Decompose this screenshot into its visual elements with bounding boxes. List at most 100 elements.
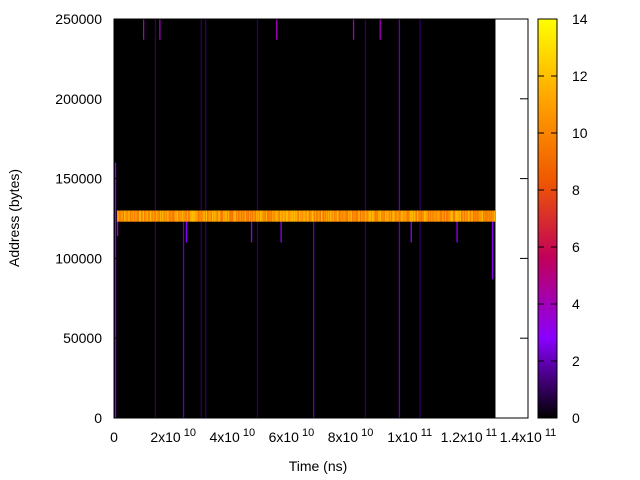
heatmap-band-cell [265,210,268,222]
heatmap-band-cell [232,210,235,222]
heatmap-band-cell [263,210,266,222]
heatmap-band-cell [221,210,224,222]
heatmap-band-cell [222,210,225,222]
heatmap-band-cell [471,210,474,222]
heatmap-band-cell [231,210,234,222]
heatmap-spike [456,218,458,243]
heatmap-band-cell [443,210,446,222]
heatmap-band-cell [125,210,128,222]
y-tick-label: 150000 [55,171,102,187]
heatmap-band-cell [327,210,330,222]
heatmap-band-cell [157,210,160,222]
heatmap-band-cell [159,210,162,222]
heatmap-band-cell [407,210,410,222]
colorbar-tick-label: 8 [572,182,580,198]
heatmap-band-cell [245,210,248,222]
heatmap-band-cell [285,210,288,222]
heatmap-band-cell [225,210,228,222]
heatmap-band-cell [290,210,293,222]
heatmap-band-cell [369,210,372,222]
heatmap-band-cell [172,210,175,222]
heatmap-band-cell [274,210,277,222]
heatmap-band-cell [380,210,383,222]
heatmap-band-cell [408,210,411,222]
y-tick-label: 200000 [55,91,102,107]
heatmap-band-cell [448,210,451,222]
heatmap-band-cell [472,210,475,222]
heatmap-band-cell [352,210,355,222]
heatmap-band-cell [489,210,492,222]
x-axis-label: Time (ns) [289,458,348,474]
heatmap-band-cell [336,210,339,222]
colorbar-tick-label: 6 [572,239,580,255]
heatmap-band-cell [355,210,358,222]
heatmap-band-cell [391,210,394,222]
heatmap-band-cell [461,210,464,222]
heatmap-band-cell [135,210,138,222]
heatmap-band-cell [375,210,378,222]
colorbar: 0 2 4 6 8 10 12 14 [537,11,588,426]
heatmap-spike [276,19,278,40]
heatmap-band-cell [296,210,299,222]
heatmap-band-cell [413,210,416,222]
heatmap-band-cell [328,210,331,222]
heatmap-band-cell [392,210,395,222]
heatmap-band-cell [338,210,341,222]
heatmap-band-cell [292,210,295,222]
heatmap-band-cell [126,210,129,222]
plot-area [114,19,497,418]
heatmap-band-cell [488,210,491,222]
heatmap-band-cell [178,210,181,222]
heatmap-band-cell [420,210,423,222]
heatmap-band-cell [177,210,180,222]
heatmap-band-cell [168,210,171,222]
heatmap-band-cell [197,210,200,222]
heatmap-band-cell [466,210,469,222]
heatmap-band-cell [236,210,239,222]
heatmap-band-cell [131,210,134,222]
heatmap-band-cell [248,210,251,222]
heatmap-band-cell [180,210,183,222]
heatmap-band-cell [315,210,318,222]
heatmap-band-cell [124,210,127,222]
heatmap-band-cell [241,210,244,222]
heatmap-band-cell [253,210,256,222]
heatmap-band-cell [479,210,482,222]
heatmap-band-cell [414,210,417,222]
heatmap-band-cell [395,210,398,222]
heatmap-band-cell [372,210,375,222]
heatmap-band-cell [470,210,473,222]
heatmap-spike [114,162,117,418]
heatmap-band-cell [138,210,141,222]
heatmap-band-cell [373,210,376,222]
heatmap-band-cell [460,210,463,222]
heatmap-band-cell [344,210,347,222]
heatmap-band-cell [198,210,201,222]
heatmap-band-cell [158,210,161,222]
heatmap-band-cell [307,210,310,222]
heatmap-band-cell [459,210,462,222]
heatmap-band-cell [318,210,321,222]
heatmap-band-cell [238,210,241,222]
heatmap-band-cell [173,210,176,222]
heatmap-spike [379,19,381,40]
heatmap-band-cell [386,210,389,222]
heatmap-band-cell [398,210,401,222]
heatmap-band-cell [294,210,297,222]
heatmap-band-cell [317,210,320,222]
heatmap-band-cell [419,210,422,222]
heatmap-band-cell [396,210,399,222]
heatmap-band-cell [481,210,484,222]
heatmap-band-cell [240,210,243,222]
heatmap-band-cell [415,210,418,222]
heatmap-band-cell [464,210,467,222]
heatmap-band-cell [377,210,380,222]
heatmap-band-cell [468,210,471,222]
heatmap-band-cell [337,210,340,222]
heatmap-band-cell [139,210,142,222]
heatmap-band-cell [215,210,218,222]
heatmap-band-cell [250,210,253,222]
heatmap-band-cell [228,210,231,222]
heatmap-band-cell [463,210,466,222]
heatmap-band-cell [363,210,366,222]
